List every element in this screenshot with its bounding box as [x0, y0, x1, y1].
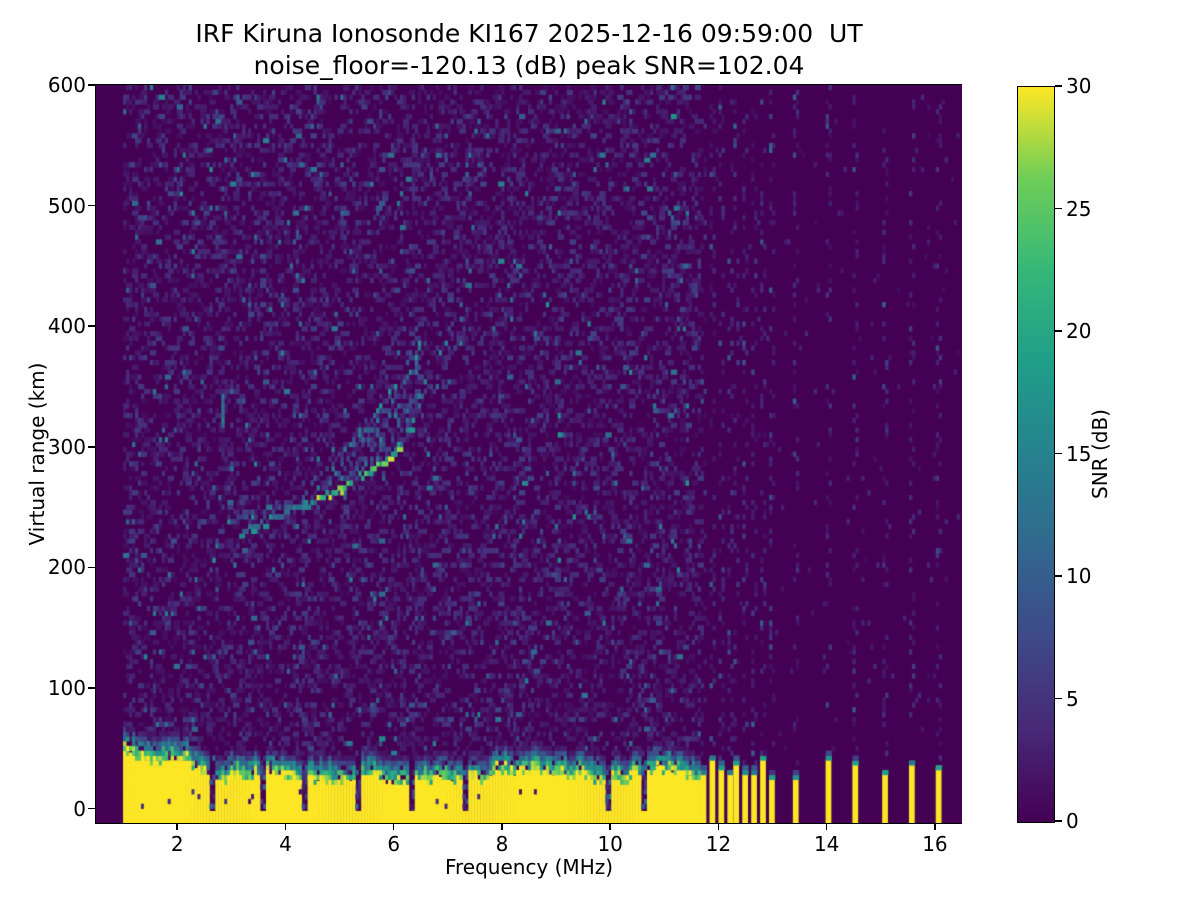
colorbar-tick [1055, 207, 1062, 210]
x-tick [717, 823, 720, 830]
x-tick [825, 823, 828, 830]
x-tick-label: 2 [170, 832, 184, 856]
x-tick-label: 12 [705, 832, 732, 856]
colorbar [1017, 86, 1055, 823]
x-tick-label: 8 [495, 832, 509, 856]
y-tick [88, 84, 95, 86]
x-tick-label: 4 [279, 832, 292, 856]
y-tick [88, 687, 95, 689]
x-tick [934, 823, 936, 830]
y-tick [88, 566, 95, 569]
colorbar-tick [1055, 697, 1062, 700]
y-tick-label: 300 [47, 434, 86, 459]
y-tick-label: 600 [47, 73, 86, 97]
colorbar-tick-label: 15 [1066, 441, 1092, 466]
x-tick [392, 823, 395, 830]
y-tick [88, 204, 95, 207]
x-axis-label: Frequency (MHz) [444, 855, 614, 879]
y-tick-label: 200 [47, 555, 86, 580]
x-tick [284, 823, 287, 830]
colorbar-tick [1055, 820, 1062, 822]
colorbar-tick [1055, 452, 1062, 455]
y-tick-label: 500 [47, 193, 86, 218]
y-tick-label: 100 [47, 675, 86, 700]
colorbar-tick-label: 25 [1066, 196, 1092, 221]
colorbar-tick-label: 5 [1066, 686, 1079, 711]
y-tick [88, 445, 95, 448]
y-tick [88, 325, 95, 327]
x-tick [501, 823, 503, 830]
x-tick [176, 823, 178, 830]
y-tick-label: 400 [47, 314, 86, 339]
x-tick-label: 10 [597, 832, 623, 856]
colorbar-tick-label: 30 [1066, 74, 1092, 98]
colorbar-tick [1055, 575, 1062, 577]
y-tick [88, 807, 95, 810]
x-tick-label: 6 [387, 832, 401, 856]
colorbar-tick-label: 10 [1066, 564, 1092, 588]
colorbar-label: SNR (dB) [1088, 409, 1112, 499]
colorbar-tick-label: 0 [1066, 809, 1079, 833]
chart-subtitle: noise_floor=-120.13 (dB) peak SNR=102.04 [253, 51, 805, 80]
x-tick [609, 823, 611, 830]
x-tick-label: 14 [813, 832, 840, 856]
colorbar-tick [1055, 330, 1062, 332]
colorbar-tick-label: 20 [1066, 319, 1092, 343]
ionogram-heatmap-canvas [96, 85, 962, 823]
colorbar-tick [1055, 85, 1062, 87]
x-tick-label: 16 [922, 832, 948, 856]
chart-title: IRF Kiruna Ionosonde KI167 2025-12-16 09… [195, 19, 863, 48]
y-tick-label: 0 [73, 796, 86, 821]
